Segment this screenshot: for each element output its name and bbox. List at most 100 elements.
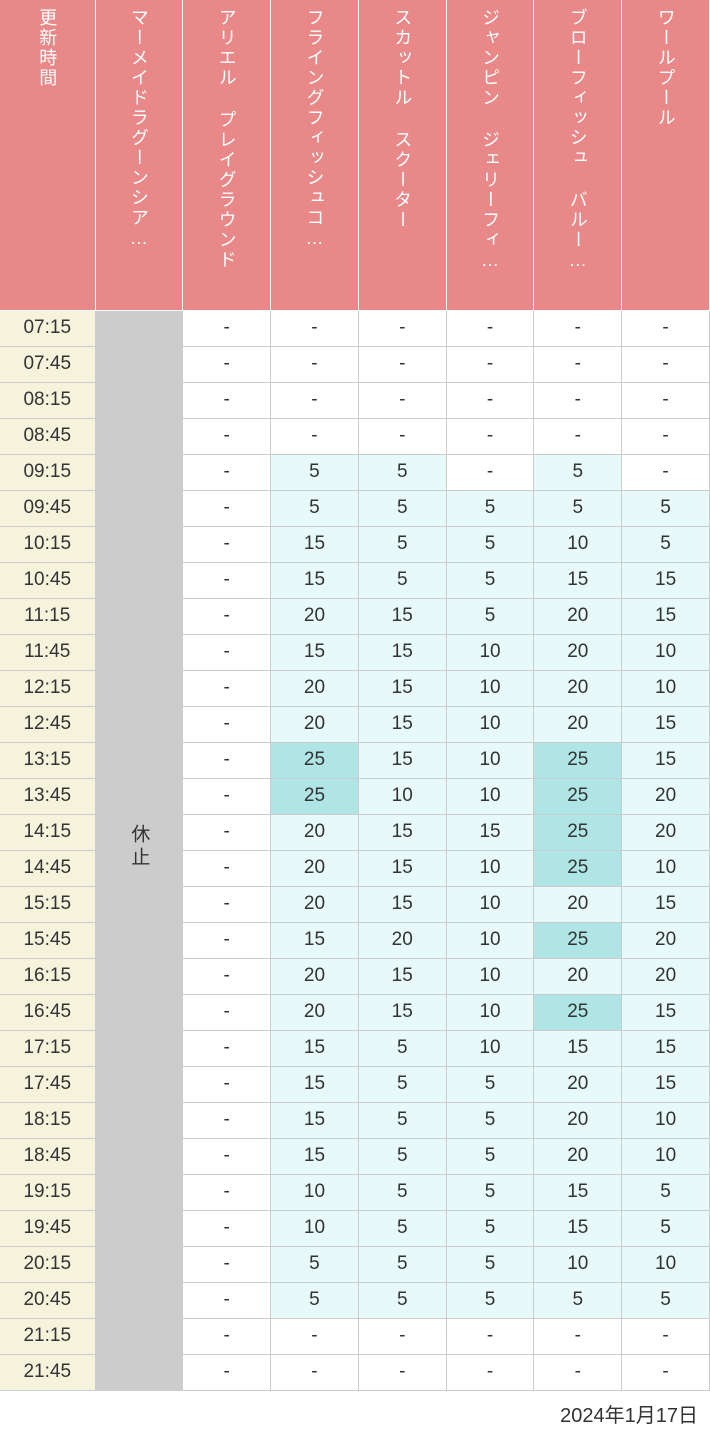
header-time: 更新時間 (0, 0, 95, 310)
data-cell: - (534, 1318, 622, 1354)
data-cell: 10 (446, 994, 534, 1030)
data-cell: 5 (358, 454, 446, 490)
data-cell: 10 (446, 958, 534, 994)
data-cell: 15 (358, 598, 446, 634)
closed-cell: 休止 (95, 310, 183, 1390)
data-cell: 15 (358, 886, 446, 922)
data-cell: 5 (446, 1246, 534, 1282)
data-cell: - (622, 382, 710, 418)
data-cell: 5 (358, 526, 446, 562)
data-cell: 15 (534, 562, 622, 598)
time-cell: 21:45 (0, 1354, 95, 1390)
data-cell: - (446, 418, 534, 454)
time-cell: 09:15 (0, 454, 95, 490)
time-cell: 11:45 (0, 634, 95, 670)
header-attraction-2: フライングフィッシュコ… (271, 0, 359, 310)
time-cell: 12:15 (0, 670, 95, 706)
data-cell: 10 (446, 634, 534, 670)
data-cell: - (622, 454, 710, 490)
data-cell: - (183, 1030, 271, 1066)
data-cell: 5 (622, 526, 710, 562)
data-cell: 5 (446, 1174, 534, 1210)
data-cell: 5 (622, 1210, 710, 1246)
data-cell: - (534, 1354, 622, 1390)
data-cell: - (271, 382, 359, 418)
data-cell: 5 (358, 1066, 446, 1102)
data-cell: 15 (622, 886, 710, 922)
data-cell: 15 (358, 994, 446, 1030)
time-cell: 18:15 (0, 1102, 95, 1138)
data-cell: 10 (622, 670, 710, 706)
data-cell: 5 (358, 1138, 446, 1174)
data-cell: 5 (446, 1210, 534, 1246)
data-cell: 5 (622, 1174, 710, 1210)
data-cell: 5 (622, 490, 710, 526)
data-cell: - (183, 742, 271, 778)
data-cell: 15 (534, 1030, 622, 1066)
data-cell: - (271, 1354, 359, 1390)
header-attraction-5: ブローフィッシュ バルー… (534, 0, 622, 310)
data-cell: 15 (271, 1030, 359, 1066)
time-cell: 07:45 (0, 346, 95, 382)
data-cell: 15 (271, 1138, 359, 1174)
data-cell: 20 (534, 1102, 622, 1138)
data-cell: 5 (446, 490, 534, 526)
data-cell: - (446, 310, 534, 346)
data-cell: 15 (358, 706, 446, 742)
data-cell: - (358, 1354, 446, 1390)
data-cell: - (183, 310, 271, 346)
data-cell: - (183, 706, 271, 742)
data-cell: 25 (534, 814, 622, 850)
data-cell: 10 (446, 886, 534, 922)
time-cell: 09:45 (0, 490, 95, 526)
header-attraction-0: マーメイドラグーンシア… (95, 0, 183, 310)
data-cell: 5 (358, 1246, 446, 1282)
data-cell: 10 (446, 670, 534, 706)
data-cell: - (183, 1354, 271, 1390)
data-cell: - (183, 994, 271, 1030)
time-cell: 15:15 (0, 886, 95, 922)
data-cell: 20 (622, 958, 710, 994)
data-cell: - (622, 346, 710, 382)
data-cell: 20 (534, 670, 622, 706)
data-cell: 10 (534, 526, 622, 562)
data-cell: 5 (271, 1246, 359, 1282)
data-cell: - (358, 310, 446, 346)
data-cell: 15 (622, 562, 710, 598)
data-cell: 10 (622, 1102, 710, 1138)
data-cell: - (183, 850, 271, 886)
data-cell: - (622, 310, 710, 346)
time-cell: 16:15 (0, 958, 95, 994)
header-attraction-3: スカットル スクーター (358, 0, 446, 310)
data-cell: 25 (534, 742, 622, 778)
data-cell: 20 (271, 850, 359, 886)
data-cell: 5 (358, 1282, 446, 1318)
data-cell: 25 (534, 778, 622, 814)
header-attraction-1: アリエル プレイグラウンド (183, 0, 271, 310)
data-cell: - (271, 310, 359, 346)
data-cell: 5 (446, 1282, 534, 1318)
data-cell: - (271, 418, 359, 454)
time-cell: 14:45 (0, 850, 95, 886)
data-cell: 20 (271, 994, 359, 1030)
time-cell: 15:45 (0, 922, 95, 958)
data-cell: 5 (358, 490, 446, 526)
data-cell: 15 (271, 526, 359, 562)
data-cell: 5 (534, 1282, 622, 1318)
data-cell: 5 (446, 1138, 534, 1174)
data-cell: 20 (622, 814, 710, 850)
data-cell: 20 (534, 958, 622, 994)
data-cell: - (183, 922, 271, 958)
time-cell: 17:15 (0, 1030, 95, 1066)
data-cell: - (534, 310, 622, 346)
data-cell: 15 (622, 1066, 710, 1102)
data-cell: 20 (622, 778, 710, 814)
data-cell: 5 (271, 454, 359, 490)
data-cell: - (534, 346, 622, 382)
data-cell: 15 (622, 598, 710, 634)
data-cell: 10 (534, 1246, 622, 1282)
data-cell: 20 (534, 1066, 622, 1102)
data-cell: 10 (622, 1138, 710, 1174)
data-cell: - (183, 814, 271, 850)
data-cell: - (183, 670, 271, 706)
